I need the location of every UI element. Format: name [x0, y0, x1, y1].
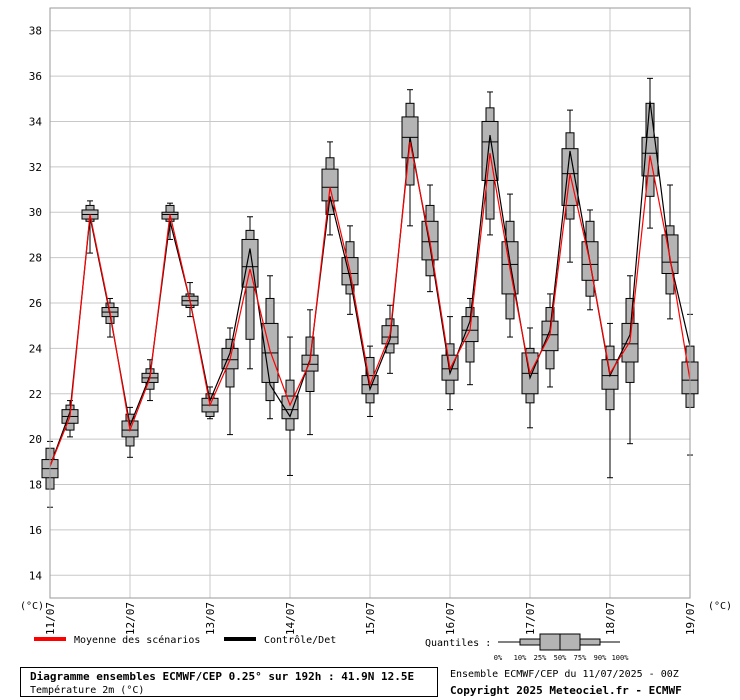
box-25-75 — [661, 234, 679, 275]
quantiles-label: Quantiles : — [425, 638, 491, 649]
y-unit-label-right: (°C) — [708, 601, 732, 612]
y-tick-label: 20 — [29, 433, 42, 446]
boxplot — [321, 141, 339, 236]
grid — [49, 8, 691, 598]
quantile-name: 100% — [612, 654, 630, 662]
y-tick-label: 34 — [29, 115, 43, 128]
legend: Moyenne des scénarios Contrôle/Det Quantil… — [34, 633, 630, 662]
x-tick-label: 14/07 — [284, 602, 297, 635]
y-tick-label: 28 — [29, 252, 42, 265]
chart-title-box: Diagramme ensembles ECMWF/CEP 0.25° sur … — [20, 667, 438, 697]
boxplot — [141, 359, 159, 402]
copyright: Copyright 2025 Meteociel.fr - ECMWF — [450, 684, 682, 697]
y-tick-label: 22 — [29, 388, 42, 401]
y-tick-label: 14 — [29, 569, 43, 582]
box-25-75 — [321, 168, 339, 202]
quantile-name: 75% — [574, 654, 587, 662]
chart-subtitle: Température 2m (°C) — [30, 685, 145, 696]
boxplot — [221, 327, 239, 436]
series-lines — [49, 100, 691, 467]
boxplot — [661, 184, 679, 320]
x-tick-label: 11/07 — [44, 602, 57, 635]
x-tick-label: 19/07 — [684, 602, 697, 635]
box-25-75 — [621, 322, 639, 363]
box-25-75 — [481, 120, 499, 181]
mean-series-line — [49, 141, 691, 467]
run-info: Ensemble ECMWF/CEP du 11/07/2025 - 00Z — [450, 669, 679, 680]
quantile-name: 50% — [554, 654, 567, 662]
quantile-name: 0% — [494, 654, 503, 662]
x-tick-label: 15/07 — [364, 602, 377, 635]
boxplot — [621, 275, 639, 445]
axes: 14 16 18 20 22 24 26 28 30 32 34 36 38 11/07 12/07 13/0… — [20, 7, 732, 635]
boxplot — [401, 89, 419, 227]
boxplot — [541, 293, 559, 388]
y-tick-label: 30 — [29, 206, 42, 219]
y-tick-label: 24 — [29, 342, 43, 355]
quantile-name: 25% — [534, 654, 547, 662]
y-tick-label: 26 — [29, 297, 42, 310]
quantile-name: 90% — [594, 654, 607, 662]
x-tick-label: 13/07 — [204, 602, 217, 635]
box-25-75 — [281, 395, 299, 420]
chart-title: Diagramme ensembles ECMWF/CEP 0.25° sur … — [30, 670, 415, 683]
legend-control-label: Contrôle/Det — [264, 634, 336, 646]
x-tick-label: 18/07 — [604, 602, 617, 635]
boxplot — [301, 309, 319, 436]
legend-mean-label: Moyenne des scénarios — [74, 634, 200, 646]
y-unit-label-left: (°C) — [20, 601, 44, 612]
y-tick-label: 38 — [29, 25, 42, 38]
boxplot — [561, 109, 579, 263]
y-tick-label: 18 — [29, 479, 42, 492]
quantile-name: 10% — [514, 654, 527, 662]
x-tick-label: 12/07 — [124, 602, 137, 635]
y-tick-label: 36 — [29, 70, 42, 83]
plot-frame — [49, 7, 691, 599]
y-tick-label: 32 — [29, 161, 42, 174]
y-tick-label: 16 — [29, 524, 42, 537]
x-tick-label: 16/07 — [444, 602, 457, 635]
x-tick-label: 17/07 — [524, 602, 537, 635]
boxplot — [101, 297, 119, 338]
boxplot — [481, 91, 499, 236]
